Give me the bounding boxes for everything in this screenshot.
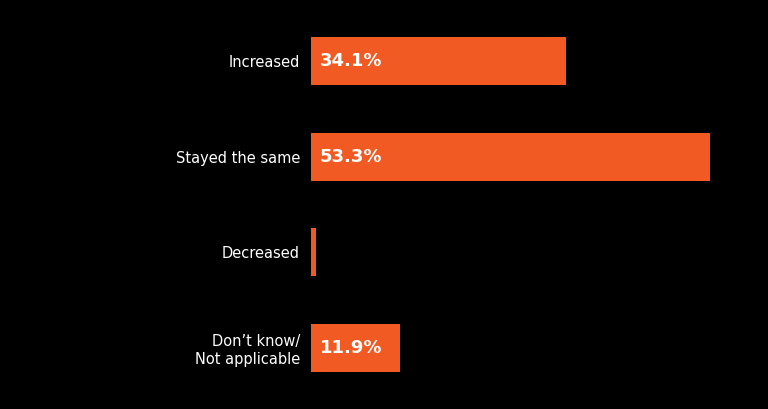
Text: 34.1%: 34.1% xyxy=(320,52,382,70)
Bar xyxy=(311,324,400,372)
Bar xyxy=(311,133,710,181)
Bar xyxy=(311,37,566,85)
Text: 53.3%: 53.3% xyxy=(320,148,382,166)
Text: 11.9%: 11.9% xyxy=(320,339,382,357)
Bar xyxy=(311,228,316,276)
